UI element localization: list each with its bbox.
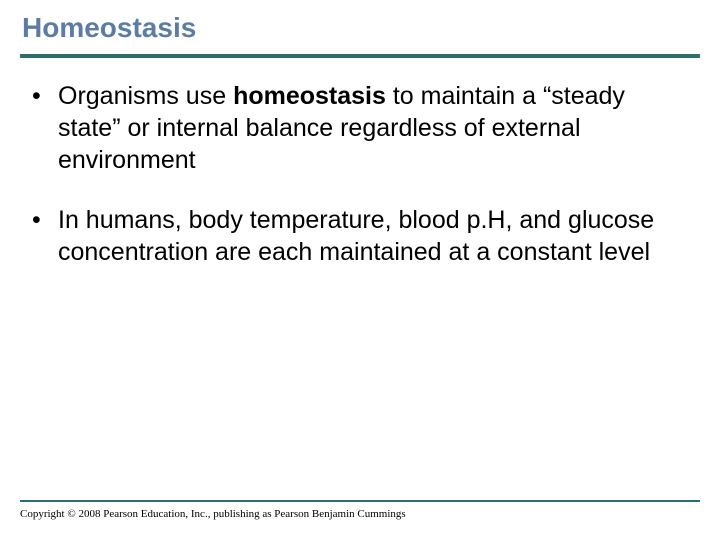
- footer: Copyright © 2008 Pearson Education, Inc.…: [20, 500, 700, 520]
- bullet-text: In humans, body temperature, blood p.H, …: [58, 204, 688, 268]
- copyright-text: Copyright © 2008 Pearson Education, Inc.…: [20, 508, 700, 520]
- title-underline: [20, 54, 700, 58]
- bullet-marker: •: [32, 204, 58, 268]
- slide: Homeostasis • Organisms use homeostasis …: [0, 0, 720, 540]
- bullet-item: • In humans, body temperature, blood p.H…: [32, 204, 688, 268]
- bullet-marker: •: [32, 80, 58, 176]
- bullet-bold: homeostasis: [233, 82, 386, 110]
- bullet-item: • Organisms use homeostasis to maintain …: [32, 80, 688, 176]
- bullet-text: Organisms use homeostasis to maintain a …: [58, 80, 688, 176]
- slide-title: Homeostasis: [20, 12, 700, 44]
- footer-rule: [20, 500, 700, 502]
- bullet-pre: Organisms use: [58, 82, 233, 110]
- bullet-pre: In humans, body temperature, blood p.H, …: [58, 206, 654, 266]
- content-area: • Organisms use homeostasis to maintain …: [20, 80, 700, 540]
